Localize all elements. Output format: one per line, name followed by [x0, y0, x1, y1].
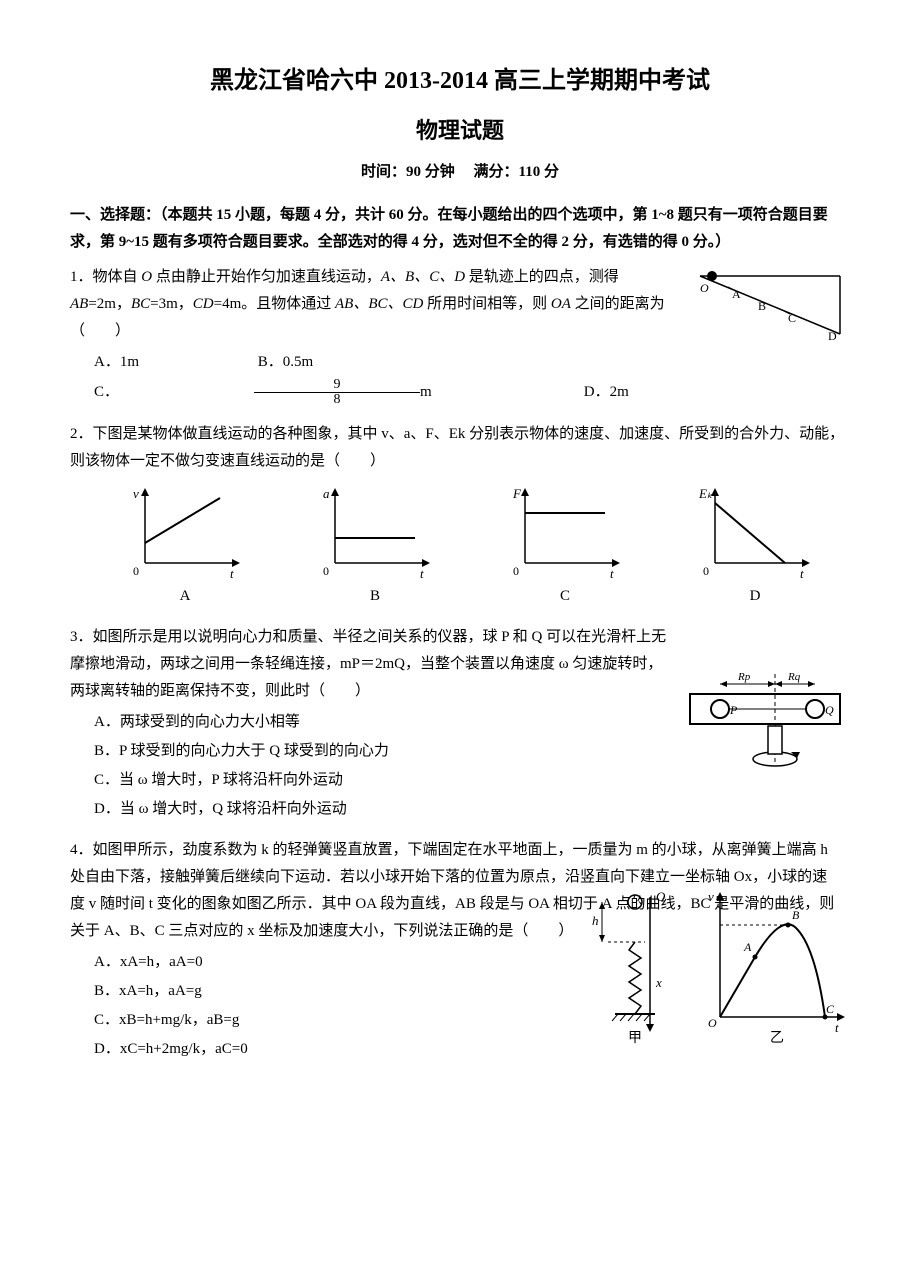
svg-text:P: P: [729, 703, 738, 717]
svg-text:t: t: [800, 566, 804, 581]
q2-graphs: v t 0 A a t 0 B: [90, 483, 850, 610]
svg-text:B: B: [792, 908, 800, 922]
q1-label-D: D: [828, 329, 837, 343]
svg-text:Rq: Rq: [787, 671, 801, 683]
meta-score: 满分：110 分: [474, 164, 559, 180]
q1-label-O: O: [700, 281, 709, 295]
q1-options: A．1m B．0.5m C．98m D．2m: [70, 349, 850, 407]
q4-figure: O h x 甲 v t O: [590, 887, 850, 1057]
svg-text:O: O: [656, 889, 666, 904]
svg-text:t: t: [835, 1020, 839, 1035]
svg-text:0: 0: [513, 564, 519, 578]
q3-figure: P Q Rp Rq: [680, 664, 850, 774]
question-4: O h x 甲 v t O: [70, 837, 850, 1063]
svg-text:F: F: [512, 486, 522, 501]
svg-text:Rp: Rp: [737, 671, 751, 683]
svg-text:A: A: [743, 940, 752, 954]
svg-text:x: x: [655, 975, 662, 990]
svg-text:a: a: [323, 486, 330, 501]
svg-text:v: v: [133, 486, 139, 501]
q1-opt-b: B．0.5m: [258, 349, 418, 376]
svg-text:h: h: [592, 913, 599, 928]
svg-text:Eₖ: Eₖ: [698, 486, 713, 501]
meta-line: 时间：90 分钟 满分：110 分: [70, 159, 850, 186]
svg-text:t: t: [610, 566, 614, 581]
question-3: P Q Rp Rq 3．如图所示是用以说明向心力和质量、半径之间关系的仪器，球 …: [70, 624, 850, 823]
meta-time: 时间：90 分钟: [361, 164, 455, 180]
svg-text:Q: Q: [825, 703, 834, 717]
q2-graph-a: v t 0 A: [125, 483, 245, 610]
svg-text:甲: 甲: [628, 1031, 642, 1046]
q2-graph-b: a t 0 B: [315, 483, 435, 610]
q1-figure: O A B C D: [690, 264, 850, 344]
svg-text:0: 0: [133, 564, 139, 578]
q2-graph-d: Eₖ t 0 D: [695, 483, 815, 610]
q2-label-c: C: [505, 583, 625, 610]
svg-text:0: 0: [703, 564, 709, 578]
q2-label-b: B: [315, 583, 435, 610]
svg-text:O: O: [708, 1016, 717, 1030]
q2-graph-c: F t 0 C: [505, 483, 625, 610]
page-title: 黑龙江省哈六中 2013-2014 高三上学期期中考试: [70, 60, 850, 103]
question-1: O A B C D 1．物体自 O 点由静止开始作匀加速直线运动，A、B、C、D…: [70, 264, 850, 407]
q2-label-d: D: [695, 583, 815, 610]
page-subtitle: 物理试题: [70, 111, 850, 151]
q3-opt-d: D．当 ω 增大时，Q 球将沿杆向外运动: [94, 796, 850, 823]
svg-text:乙: 乙: [770, 1030, 784, 1046]
q1-label-A: A: [732, 287, 741, 301]
q1-opt-c: C．98m: [94, 378, 580, 407]
section-1-header: 一、选择题：（本题共 15 小题，每题 4 分，共计 60 分。在每小题给出的四…: [70, 202, 850, 256]
q1-opt-a: A．1m: [94, 349, 254, 376]
q2-stem: 2．下图是某物体做直线运动的各种图象，其中 v、a、F、Ek 分别表示物体的速度…: [70, 421, 850, 475]
svg-text:0: 0: [323, 564, 329, 578]
q2-label-a: A: [125, 583, 245, 610]
q1-opt-d: D．2m: [584, 379, 744, 406]
svg-text:t: t: [230, 566, 234, 581]
svg-text:v: v: [708, 889, 714, 904]
svg-text:t: t: [420, 566, 424, 581]
question-2: 2．下图是某物体做直线运动的各种图象，其中 v、a、F、Ek 分别表示物体的速度…: [70, 421, 850, 610]
svg-text:C: C: [826, 1002, 835, 1016]
